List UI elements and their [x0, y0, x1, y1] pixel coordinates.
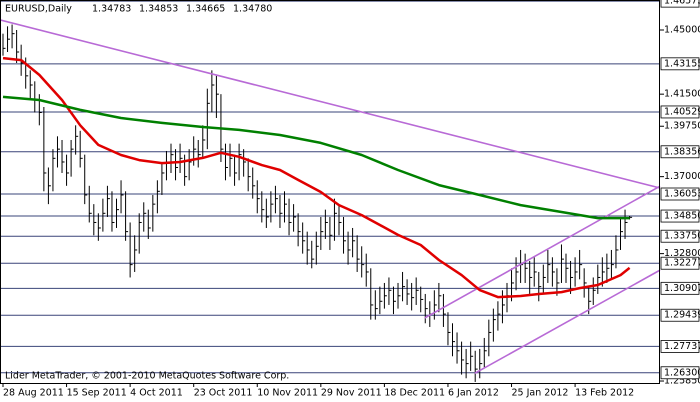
trend-line [0, 19, 661, 189]
x-tick-label: 23 Oct 2011 [194, 388, 253, 399]
y-tick-label: 1.41500 [664, 89, 700, 100]
level-label-box [660, 145, 700, 159]
x-tick-label: 28 Aug 2011 [3, 388, 64, 399]
level-label: 1.32277 [664, 258, 700, 269]
y-tick-label: 1.37000 [664, 171, 700, 182]
level-label-box [660, 308, 700, 322]
level-label: 1.27737 [664, 341, 700, 352]
y-tick-label: 1.45000 [664, 25, 700, 36]
level-label-box [660, 340, 700, 353]
level-label: 1.40529 [664, 106, 700, 117]
trend-line [474, 269, 661, 375]
level-label: 1.33750 [664, 231, 700, 242]
x-tick-label: 13 Feb 2012 [575, 388, 634, 399]
level-label-box [660, 256, 700, 270]
level-label-box [660, 105, 700, 119]
level-label-box [660, 281, 700, 295]
moving-average [2, 95, 630, 220]
y-tick-label: 1.25850 [664, 376, 700, 387]
footer: Lider MetaTrader, © 2001-2010 MetaQuotes… [5, 371, 289, 382]
level-label-box [660, 57, 700, 71]
x-tick-label: 25 Jan 2012 [512, 388, 569, 399]
level-label: 1.29439 [664, 310, 700, 321]
plot [0, 19, 661, 382]
level-label: 1.38356 [664, 146, 700, 157]
plot-frame [0, 0, 660, 384]
symbol: EURUSD,Daily [5, 4, 72, 15]
moving-average [2, 56, 631, 299]
x-tick-label: 15 Sep 2011 [67, 388, 127, 399]
level-label-box [660, 229, 700, 243]
level-label: 1.30907 [664, 283, 700, 294]
levels [0, 0, 660, 374]
header-value: 1.34853 [139, 4, 178, 15]
y-tick-label: 1.32800 [664, 248, 700, 259]
level-label-box [660, 209, 700, 223]
level-label-box [660, 366, 700, 380]
level-label: 1.36053 [664, 189, 700, 200]
x-tick-label: 29 Nov 2011 [321, 388, 382, 399]
x-tick-label: 4 Oct 2011 [130, 388, 183, 399]
level-label: 1.26300 [664, 367, 700, 378]
x-tick-label: 6 Jan 2012 [448, 388, 499, 399]
x-tick-label: 18 Dec 2011 [384, 388, 445, 399]
y-tick-label: 1.39750 [664, 121, 700, 132]
x-tick-label: 10 Nov 2011 [257, 388, 318, 399]
level-label-box [660, 0, 700, 8]
trend-line [424, 185, 661, 319]
header-value: 1.34783 [92, 4, 131, 15]
level-label: 1.46575 [664, 0, 700, 7]
header-value: 1.34780 [233, 4, 272, 15]
level-label-box [660, 187, 700, 201]
level-label: 1.34850 [664, 211, 700, 222]
level-label: 1.43155 [664, 58, 700, 69]
header-value: 1.34665 [186, 4, 225, 15]
